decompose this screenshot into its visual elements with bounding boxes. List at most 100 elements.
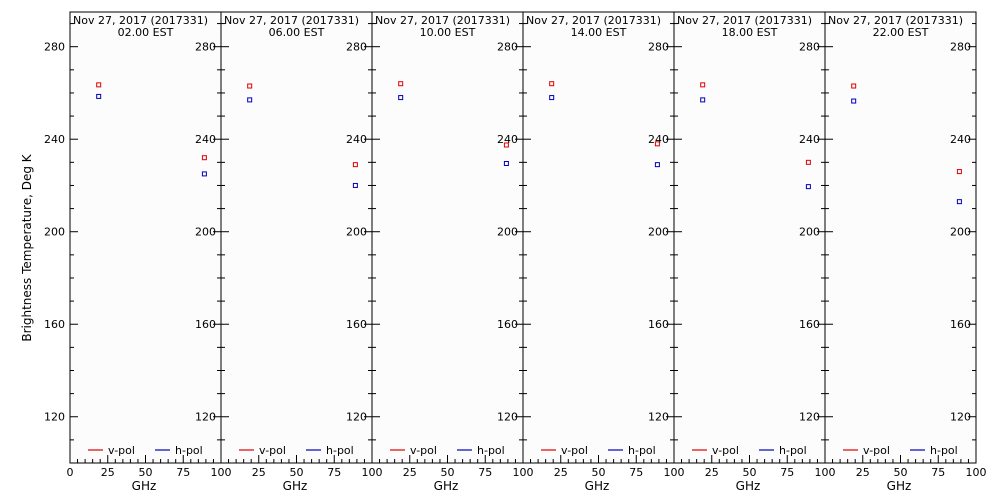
panel-title-date: Nov 27, 2017 (2017331) [828,14,963,27]
y-tick-label: 120 [346,411,367,424]
panel-3: 120 160 200 240 280 25 50 75 100 GHz Nov 27, 2017 … [371,11,534,493]
y-tick-label: 160 [195,318,216,331]
data-point-v-pol [96,82,102,88]
y-tick-label: 200 [497,226,518,239]
y-tick-label-outer: 280 [44,41,65,54]
x-tick-label: 25 [252,466,266,479]
data-point-v-pol [549,81,555,87]
x-axis-label: GHz [887,479,912,493]
y-tick-label: 200 [346,226,367,239]
y-tick-label-outer: 240 [44,133,65,146]
panel-2: 120 160 200 240 280 25 50 75 100 GHz Nov 27, 2017 … [220,11,383,493]
panel-title-date: Nov 27, 2017 (2017331) [677,14,812,27]
x-axis-label: GHz [585,479,610,493]
x-tick-label: 50 [290,466,304,479]
x-tick-label: 50 [894,466,908,479]
plot-area [522,11,675,464]
legend-label-h-pol: h-pol [930,444,958,457]
x-tick-label: 50 [139,466,153,479]
x-tick-label: 100 [664,466,685,479]
data-point-h-pol [352,182,358,188]
data-point-v-pol [201,155,207,161]
data-point-v-pol [956,169,962,175]
plot-area [220,11,373,464]
y-tick-label: 160 [346,318,367,331]
data-point-h-pol [247,97,253,103]
data-point-v-pol [851,83,857,89]
y-tick-label: 120 [497,411,518,424]
panel-title-date: Nov 27, 2017 (2017331) [526,14,661,27]
data-point-h-pol [398,95,404,101]
data-point-h-pol [851,98,857,104]
y-tick-label-outer: 120 [44,411,65,424]
x-tick-label: 25 [554,466,568,479]
legend-label-h-pol: h-pol [175,444,203,457]
x-tick-label: 25 [705,466,719,479]
data-point-v-pol [352,162,358,168]
x-tick-label: 25 [856,466,870,479]
legend-label-v-pol: v-pol [108,444,135,457]
data-point-h-pol [549,95,555,101]
legend-label-h-pol: h-pol [779,444,807,457]
y-tick-label: 120 [799,411,820,424]
x-tick-label: 100 [513,466,534,479]
y-tick-label: 200 [799,226,820,239]
x-tick-label: 50 [441,466,455,479]
data-point-h-pol [956,199,962,205]
data-point-h-pol [805,184,811,190]
x-axis-label: GHz [132,479,157,493]
x-tick-label: 25 [403,466,417,479]
y-tick-label: 200 [195,226,216,239]
legend-label-h-pol: h-pol [628,444,656,457]
y-tick-label: 120 [195,411,216,424]
data-point-h-pol [201,171,207,177]
data-point-v-pol [654,141,660,147]
panel-title-time: 06.00 EST [269,26,325,39]
x-axis-label: GHz [434,479,459,493]
legend-label-v-pol: v-pol [863,444,890,457]
y-tick-label: 200 [950,226,971,239]
y-tick-label: 160 [950,318,971,331]
y-tick-label: 160 [497,318,518,331]
x-tick-label: 75 [629,466,643,479]
y-tick-label: 240 [648,133,669,146]
data-point-h-pol [700,97,706,103]
panel-6: 120 160 200 240 280 25 50 75 100 GHz Nov 27, 2017 … [824,11,987,493]
x-tick-label: 75 [478,466,492,479]
panel-title-time: 10.00 EST [420,26,476,39]
data-point-v-pol [805,159,811,165]
legend-label-v-pol: v-pol [561,444,588,457]
panel-title-time: 02.00 EST [118,26,174,39]
legend-label-v-pol: v-pol [410,444,437,457]
data-point-h-pol [96,93,102,99]
y-tick-label: 160 [648,318,669,331]
y-tick-label: 240 [950,133,971,146]
x-tick-label: 100 [966,466,987,479]
data-point-h-pol [654,162,660,168]
panel-title-time: 22.00 EST [873,26,929,39]
y-tick-label: 200 [648,226,669,239]
y-tick-label: 160 [799,318,820,331]
x-tick-label: 50 [743,466,757,479]
y-tick-label: 240 [497,133,518,146]
x-axis-label: GHz [736,479,761,493]
legend-label-h-pol: h-pol [326,444,354,457]
x-tick-label: 75 [176,466,190,479]
legend-label-v-pol: v-pol [712,444,739,457]
y-tick-label: 240 [195,133,216,146]
y-tick-label-outer: 160 [44,318,65,331]
panel-4: 120 160 200 240 280 25 50 75 100 GHz Nov 27, 2017 … [522,11,685,493]
y-axis-label: Brightness Temperature, Deg K [20,153,34,341]
data-point-v-pol [700,82,706,88]
legend-label-h-pol: h-pol [477,444,505,457]
x-tick-label: 100 [211,466,232,479]
plot-area [824,11,977,464]
x-tick-label: 25 [101,466,115,479]
panel-title-time: 18.00 EST [722,26,778,39]
data-point-v-pol [398,81,404,87]
y-tick-label: 120 [950,411,971,424]
y-tick-label: 280 [346,41,367,54]
panel-title-time: 14.00 EST [571,26,627,39]
x-tick-label: 75 [780,466,794,479]
y-tick-label: 240 [346,133,367,146]
